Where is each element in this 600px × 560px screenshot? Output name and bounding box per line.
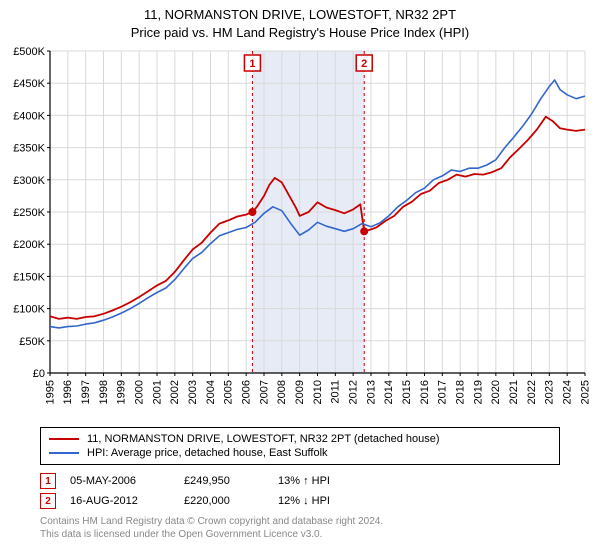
svg-text:2006: 2006 — [240, 380, 252, 404]
svg-text:2015: 2015 — [401, 380, 413, 404]
svg-text:2019: 2019 — [472, 380, 484, 404]
legend-label: HPI: Average price, detached house, East… — [87, 447, 328, 459]
svg-text:2004: 2004 — [205, 380, 217, 404]
title-block: 11, NORMANSTON DRIVE, LOWESTOFT, NR32 2P… — [0, 0, 600, 43]
legend-swatch — [49, 438, 79, 440]
sales-list: 1 05-MAY-2006 £249,950 13% ↑ HPI 2 16-AUG-201… — [40, 471, 560, 511]
sale-price: £249,950 — [184, 475, 264, 487]
legend-item: HPI: Average price, detached house, East… — [49, 446, 551, 460]
svg-text:£300K: £300K — [13, 175, 45, 187]
svg-text:2014: 2014 — [383, 380, 395, 404]
svg-text:1996: 1996 — [62, 380, 74, 404]
svg-text:2001: 2001 — [151, 380, 163, 404]
title-address: 11, NORMANSTON DRIVE, LOWESTOFT, NR32 2P… — [0, 6, 600, 24]
sale-marker: 1 — [40, 473, 56, 489]
svg-text:2012: 2012 — [347, 380, 359, 404]
svg-text:£50K: £50K — [19, 336, 45, 348]
svg-text:2018: 2018 — [454, 380, 466, 404]
svg-text:2023: 2023 — [544, 380, 556, 404]
svg-text:£400K: £400K — [13, 110, 45, 122]
svg-text:£500K: £500K — [13, 46, 45, 58]
svg-text:2008: 2008 — [276, 380, 288, 404]
svg-text:£150K: £150K — [13, 271, 45, 283]
svg-text:£350K: £350K — [13, 143, 45, 155]
sale-marker: 2 — [40, 493, 56, 509]
legend-swatch — [49, 452, 79, 454]
footer-line: Contains HM Land Registry data © Crown c… — [40, 515, 560, 528]
sale-pct: 12% ↓ HPI — [278, 495, 368, 507]
price-chart: £0 £50K £100K £150K £200K £250K £300K £350K £400… — [0, 43, 600, 423]
svg-text:2009: 2009 — [294, 380, 306, 404]
sale-date: 05-MAY-2006 — [70, 475, 170, 487]
svg-text:£0: £0 — [33, 368, 45, 380]
svg-text:1999: 1999 — [116, 380, 128, 404]
svg-text:2016: 2016 — [419, 380, 431, 404]
legend-label: 11, NORMANSTON DRIVE, LOWESTOFT, NR32 2P… — [87, 433, 440, 445]
svg-text:2000: 2000 — [133, 380, 145, 404]
svg-text:2025: 2025 — [579, 380, 591, 404]
title-subtitle: Price paid vs. HM Land Registry's House … — [0, 24, 600, 42]
svg-text:£100K: £100K — [13, 304, 45, 316]
sale-price: £220,000 — [184, 495, 264, 507]
svg-text:2013: 2013 — [365, 380, 377, 404]
svg-text:1997: 1997 — [80, 380, 92, 404]
svg-text:£250K: £250K — [13, 207, 45, 219]
sale-row: 1 05-MAY-2006 £249,950 13% ↑ HPI — [40, 471, 560, 491]
svg-text:2017: 2017 — [437, 380, 449, 404]
svg-text:1998: 1998 — [98, 380, 110, 404]
sale-pct: 13% ↑ HPI — [278, 475, 368, 487]
svg-text:2020: 2020 — [490, 380, 502, 404]
sale-row: 2 16-AUG-2012 £220,000 12% ↓ HPI — [40, 491, 560, 511]
legend-item: 11, NORMANSTON DRIVE, LOWESTOFT, NR32 2P… — [49, 432, 551, 446]
svg-text:1: 1 — [249, 58, 255, 70]
svg-text:2007: 2007 — [258, 380, 270, 404]
svg-text:2010: 2010 — [312, 380, 324, 404]
footer-line: This data is licensed under the Open Gov… — [40, 528, 560, 541]
svg-text:2005: 2005 — [223, 380, 235, 404]
svg-text:2: 2 — [361, 58, 367, 70]
footer-attribution: Contains HM Land Registry data © Crown c… — [40, 515, 560, 541]
svg-text:2024: 2024 — [561, 380, 573, 404]
sale-date: 16-AUG-2012 — [70, 495, 170, 507]
svg-text:£200K: £200K — [13, 239, 45, 251]
svg-text:2002: 2002 — [169, 380, 181, 404]
svg-text:2022: 2022 — [526, 380, 538, 404]
svg-text:2021: 2021 — [508, 380, 520, 404]
svg-text:1995: 1995 — [44, 380, 56, 404]
svg-text:2011: 2011 — [330, 380, 342, 404]
legend: 11, NORMANSTON DRIVE, LOWESTOFT, NR32 2P… — [40, 427, 560, 465]
svg-text:£450K: £450K — [13, 78, 45, 90]
svg-text:2003: 2003 — [187, 380, 199, 404]
